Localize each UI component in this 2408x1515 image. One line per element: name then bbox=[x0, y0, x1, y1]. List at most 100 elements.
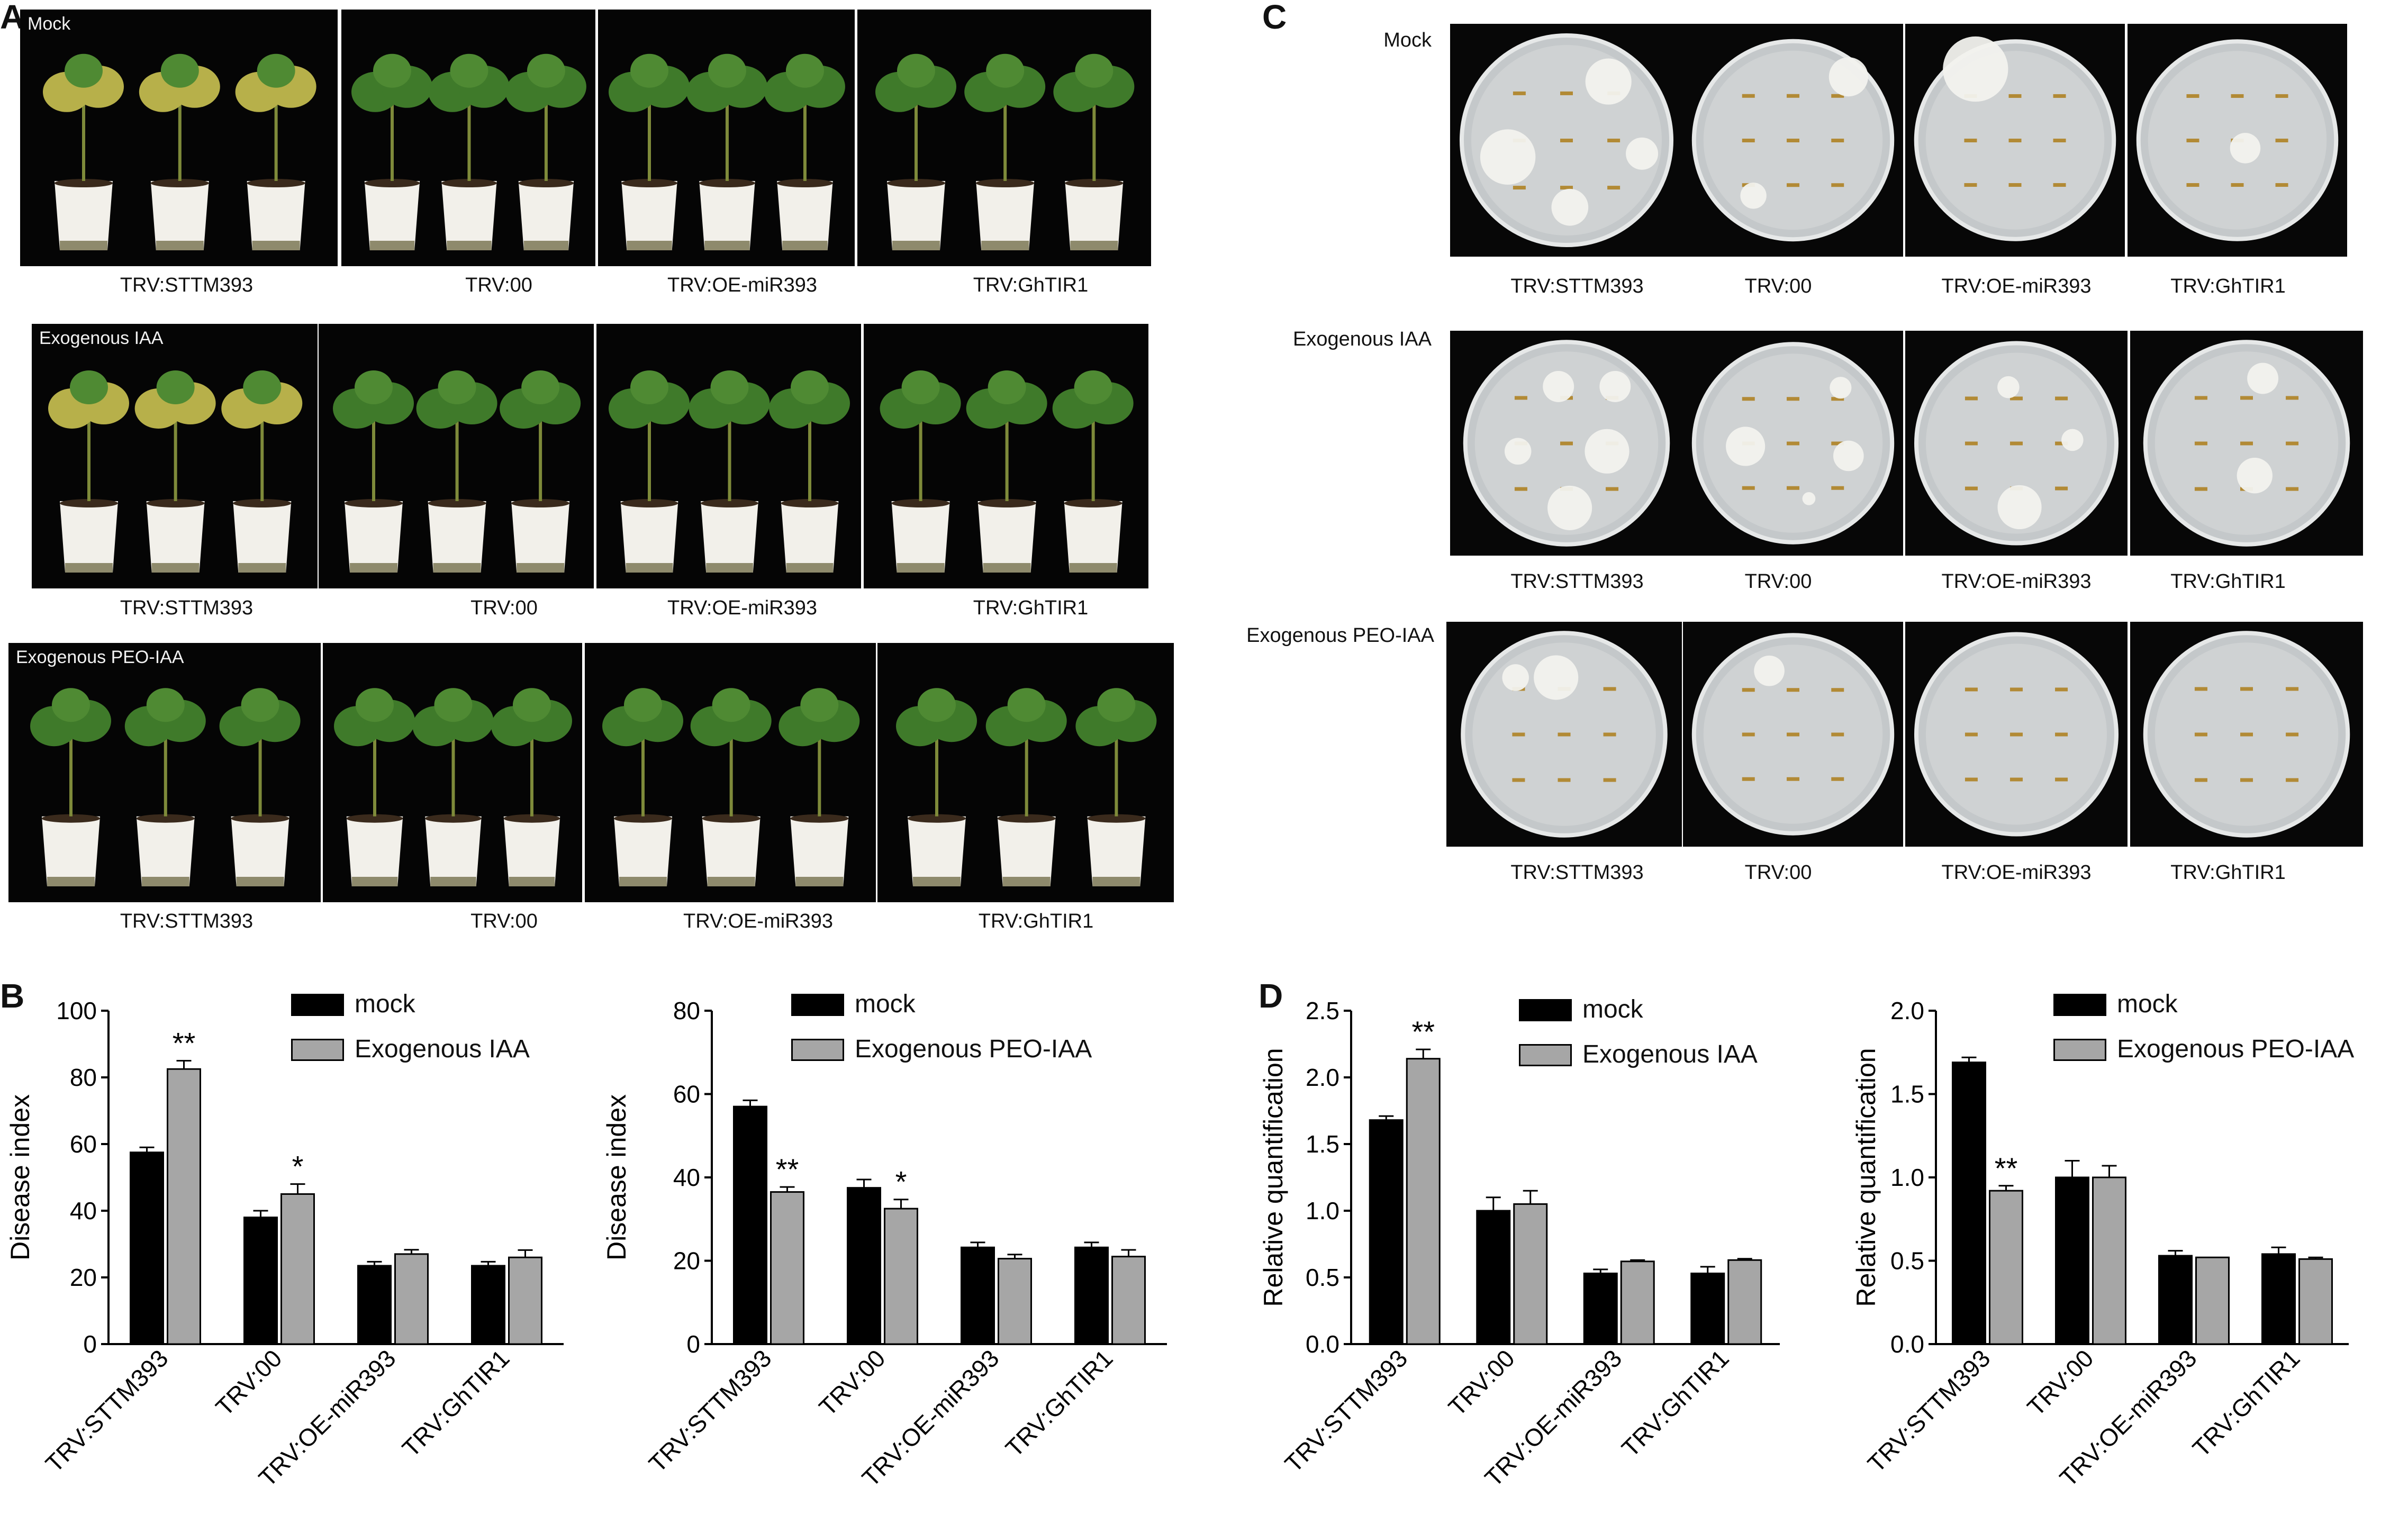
bar-mock bbox=[1583, 1272, 1618, 1345]
plate-caption: TRV:00 bbox=[1744, 570, 1812, 593]
plant-leaf bbox=[901, 370, 940, 404]
plant-leaf bbox=[512, 688, 551, 722]
plant-pot bbox=[136, 816, 195, 886]
plant-leaf bbox=[355, 370, 393, 404]
stem-segment bbox=[2275, 139, 2288, 142]
plant-pot bbox=[55, 181, 113, 250]
pot-base bbox=[892, 241, 940, 250]
plant-illustration bbox=[602, 688, 860, 886]
plant-pot bbox=[891, 501, 950, 573]
stem-segment bbox=[1787, 777, 1799, 781]
plant-leaf bbox=[356, 688, 394, 722]
pot-soil bbox=[231, 814, 289, 823]
pot-soil bbox=[790, 814, 849, 823]
pot-soil bbox=[997, 814, 1056, 823]
plant-leaf bbox=[712, 688, 750, 722]
x-tick-label: TRV:GhTIR1 bbox=[1616, 1344, 1734, 1462]
pot-soil bbox=[441, 179, 497, 188]
pot-soil bbox=[60, 499, 118, 507]
pot-base bbox=[369, 241, 415, 250]
significance-marker: ** bbox=[1411, 1015, 1435, 1048]
bar-treated bbox=[508, 1256, 542, 1345]
plate-caption: TRV:OE-miR393 bbox=[1941, 570, 2092, 593]
x-tick-label: TRV:00 bbox=[1443, 1344, 1520, 1421]
x-tick-label: TRV:STTM393 bbox=[40, 1344, 174, 1477]
stem-segment bbox=[1514, 396, 1527, 400]
x-tick-label: TRV:00 bbox=[813, 1344, 890, 1421]
stem-segment bbox=[2286, 778, 2299, 782]
fungal-colony bbox=[1740, 183, 1767, 209]
legend-swatch-treated bbox=[791, 1039, 844, 1061]
stem-segment bbox=[1514, 487, 1527, 491]
significance-marker: ** bbox=[173, 1027, 196, 1060]
y-tick-label: 0.5 bbox=[1890, 1247, 1924, 1275]
plate-illustration bbox=[1691, 342, 1895, 545]
stem-segment bbox=[1742, 397, 1755, 401]
significance-marker: ** bbox=[776, 1153, 799, 1186]
stem-segment bbox=[1512, 732, 1525, 737]
x-tick-label: TRV:00 bbox=[210, 1344, 287, 1421]
stem-segment bbox=[1831, 486, 1844, 490]
plant-photo bbox=[585, 643, 876, 902]
stem-segment bbox=[1831, 94, 1844, 98]
plant-illustration bbox=[333, 370, 581, 573]
plant-illustration bbox=[875, 53, 1135, 250]
stem-segment bbox=[2008, 183, 2022, 187]
stem-segment bbox=[1787, 688, 1799, 692]
stem-segment bbox=[1742, 732, 1755, 737]
pot-base bbox=[447, 241, 492, 250]
photo-caption: TRV:GhTIR1 bbox=[973, 274, 1089, 296]
stem-segment bbox=[2231, 183, 2244, 187]
y-tick-label: 0.5 bbox=[1306, 1264, 1339, 1291]
pot-base bbox=[983, 563, 1031, 573]
plant-leaf bbox=[1007, 688, 1046, 722]
stem-segment bbox=[1965, 687, 1978, 692]
bar-mock bbox=[1074, 1246, 1109, 1345]
fungal-colony bbox=[1828, 57, 1868, 97]
pot-soil bbox=[150, 179, 209, 188]
stem-segment bbox=[2010, 687, 2023, 692]
pot-soil bbox=[364, 179, 420, 188]
pot-base bbox=[626, 563, 673, 573]
x-tick-label: TRV:00 bbox=[2022, 1344, 2098, 1421]
fungal-colony bbox=[1802, 492, 1816, 505]
pot-soil bbox=[55, 179, 113, 188]
pot-base bbox=[350, 563, 397, 573]
plate-illustration bbox=[2136, 39, 2339, 241]
bar-treated bbox=[1111, 1256, 1146, 1345]
plant-pot bbox=[790, 816, 849, 886]
x-tick-label: TRV:GhTIR1 bbox=[1000, 1344, 1118, 1462]
x-tick-label: TRV:GhTIR1 bbox=[2187, 1344, 2305, 1462]
legend-swatch-treated bbox=[2053, 1039, 2106, 1061]
pot-soil bbox=[136, 814, 195, 823]
plant-pot bbox=[976, 181, 1035, 250]
stem-segment bbox=[1964, 183, 1977, 187]
stem-segment bbox=[1560, 186, 1573, 190]
fungal-colony bbox=[1551, 188, 1589, 226]
y-tick-label: 1.5 bbox=[1306, 1130, 1339, 1158]
plant-leaf bbox=[65, 53, 103, 88]
plant-pot bbox=[781, 501, 839, 573]
legend-swatch-mock bbox=[291, 994, 344, 1016]
fungal-colony bbox=[1504, 438, 1532, 465]
photo-caption: TRV:OE-miR393 bbox=[667, 597, 817, 619]
legend-label: Exogenous PEO-IAA bbox=[2117, 1035, 2355, 1063]
pot-base bbox=[433, 563, 481, 573]
plate-caption: TRV:GhTIR1 bbox=[2170, 275, 2286, 297]
stem-segment bbox=[2053, 94, 2066, 98]
legend-swatch-mock bbox=[1519, 999, 1572, 1021]
pot-soil bbox=[1087, 814, 1146, 823]
y-tick-label: 20 bbox=[70, 1264, 97, 1291]
plant-leaf bbox=[897, 53, 935, 88]
bar-treated bbox=[2195, 1256, 2230, 1345]
y-tick-label: 2.0 bbox=[1890, 997, 1924, 1024]
stem-segment bbox=[1787, 183, 1799, 187]
stem-segment bbox=[2240, 778, 2253, 782]
stem-segment bbox=[1965, 441, 1978, 446]
bar-mock bbox=[471, 1265, 505, 1345]
stem-segment bbox=[2286, 732, 2299, 737]
plant-leaf bbox=[257, 53, 295, 88]
plate-condition-label: Exogenous PEO-IAA bbox=[1246, 624, 1434, 647]
plate-illustration bbox=[1914, 341, 2119, 546]
chart-b-disease-index-iaa: 0 20 40 60 80 100 Disease index ** TRV:STTM393 * T… bbox=[5, 997, 564, 1492]
